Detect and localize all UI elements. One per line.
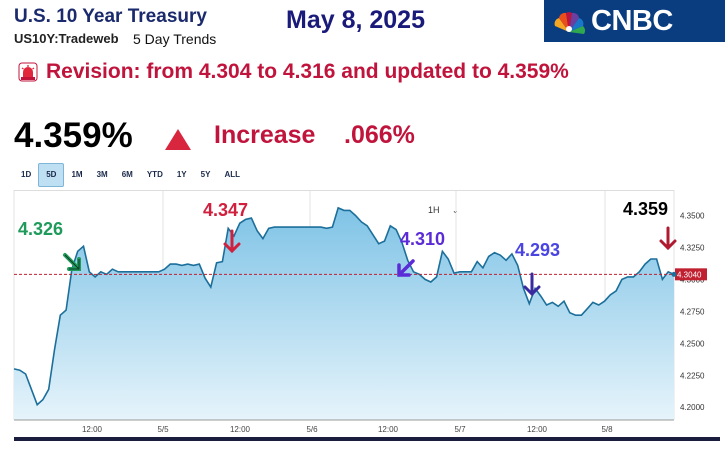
y-tick-label: 4.2250	[680, 371, 705, 380]
price-line	[13, 206, 675, 407]
x-tick-label: 12:00	[527, 425, 548, 434]
tab-5y[interactable]: 5Y	[200, 170, 211, 179]
tab-3m[interactable]: 3M	[96, 170, 108, 179]
annotation-4310: 4.310	[400, 229, 445, 250]
arrow-down-left-icon	[397, 259, 415, 277]
change-value: .066%	[344, 121, 415, 149]
tab-6m[interactable]: 6M	[121, 170, 133, 179]
page-title: U.S. 10 Year Treasury	[14, 6, 207, 27]
annotation-label: 4.310	[400, 229, 446, 249]
x-tick-label: 5/6	[306, 425, 318, 434]
y-tick-label: 4.2000	[680, 403, 705, 412]
arrow-down-icon	[659, 226, 677, 251]
logo-text: CNBC	[591, 5, 673, 37]
x-tick-label: 5/7	[454, 425, 466, 434]
range-tabs: 1D 5D 1M 3M 6M YTD 1Y 5Y ALL	[14, 162, 247, 188]
tab-1d[interactable]: 1D	[21, 170, 32, 179]
tab-5d[interactable]: 5D	[38, 163, 65, 187]
annotation-label: 4.347	[203, 200, 249, 220]
annotation-4293: 4.293	[515, 240, 560, 261]
y-tick-label: 4.2500	[680, 339, 705, 348]
annotation-label: 4.326	[18, 219, 64, 239]
siren-icon	[18, 62, 38, 82]
cnbc-logo: CNBC	[544, 0, 725, 42]
arrow-down-icon	[523, 272, 541, 297]
arrow-down-right-icon	[63, 253, 81, 271]
tab-ytd[interactable]: YTD	[146, 170, 163, 179]
x-tick-label: 5/8	[601, 425, 613, 434]
price-chart: 4.35004.32504.30004.27504.25004.22504.20…	[13, 190, 707, 434]
price-area	[14, 207, 674, 420]
y-tick-label: 4.3500	[680, 212, 705, 221]
change-status: Increase	[214, 121, 316, 149]
y-axis: 4.35004.32504.30004.27504.25004.22504.20…	[680, 212, 705, 413]
tab-1y[interactable]: 1Y	[176, 170, 187, 179]
y-tick-label: 4.2750	[680, 307, 705, 316]
reference-tag: 4.3040	[675, 268, 707, 281]
x-tick-label: 12:00	[230, 425, 251, 434]
chevron-down-icon: ⌄	[452, 206, 459, 215]
reference-label: 4.3040	[677, 270, 702, 279]
interval-label: 1H	[428, 205, 440, 215]
annotation-label: 4.359	[623, 199, 669, 219]
triangle-up-icon	[165, 129, 191, 150]
x-tick-label: 12:00	[82, 425, 103, 434]
annotation-label: 4.293	[515, 240, 561, 260]
peacock-icon	[554, 12, 586, 34]
revision-note: Revision: from 4.304 to 4.316 and update…	[46, 60, 569, 83]
interval-select[interactable]: 1H ⌄	[428, 205, 459, 215]
arrow-down-icon	[223, 229, 241, 254]
tab-all[interactable]: ALL	[224, 170, 240, 179]
annotation-4326: 4.326	[18, 219, 63, 240]
x-tick-label: 5/5	[157, 425, 169, 434]
last-point-marker	[671, 271, 677, 277]
ticker-symbol: US10Y:Tradeweb	[14, 31, 119, 46]
trend-label: 5 Day Trends	[133, 31, 217, 47]
y-tick-label: 4.3250	[680, 244, 705, 253]
tab-1m[interactable]: 1M	[71, 170, 83, 179]
bottom-divider	[14, 437, 720, 441]
x-tick-label: 12:00	[378, 425, 399, 434]
date-heading: May 8, 2025	[286, 6, 425, 34]
annotation-4347: 4.347	[203, 200, 248, 221]
x-axis: 12:00 5/5 12:00 5/6 12:00 5/7 12:00 5/8	[14, 419, 674, 434]
annotation-4359: 4.359	[623, 199, 668, 220]
current-price: 4.359%	[14, 116, 133, 155]
